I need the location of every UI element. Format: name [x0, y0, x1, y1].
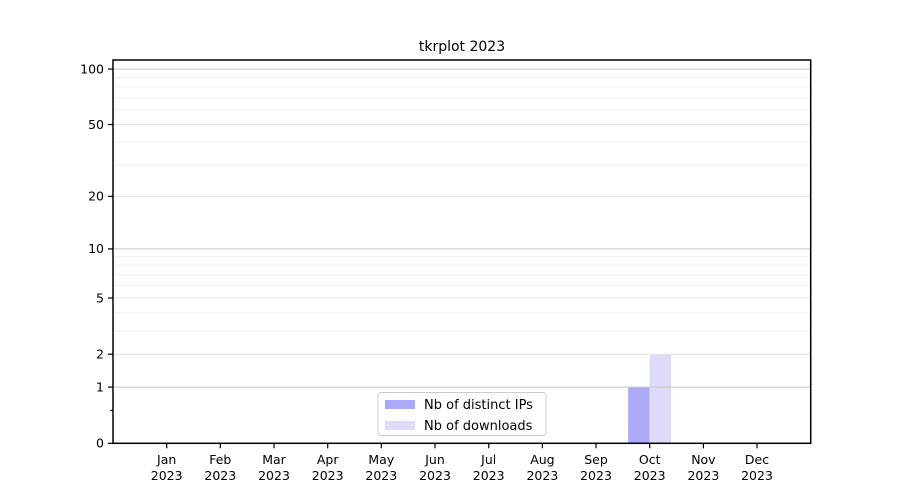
y-tick-label: 50: [88, 117, 104, 132]
legend-swatch: [385, 421, 415, 430]
legend-box: [377, 392, 547, 436]
x-tick-label-year: 2023: [312, 468, 344, 483]
gridlines-group: [113, 68, 810, 388]
y-tick-label: 1: [96, 379, 104, 394]
legend-label: Nb of downloads: [424, 419, 533, 434]
x-tick-label-month: Dec: [745, 452, 769, 467]
y-tick-label: 2: [96, 347, 104, 362]
x-tick-label-year: 2023: [526, 468, 558, 483]
x-tick-label-month: Mar: [262, 452, 286, 467]
bar-distinct-ips: [628, 387, 650, 444]
x-tick-label-year: 2023: [258, 468, 290, 483]
y-tick-label: 10: [88, 241, 104, 256]
x-tick-label-year: 2023: [151, 468, 183, 483]
legend-swatch: [385, 400, 415, 409]
x-tick-label-month: Feb: [209, 452, 231, 467]
y-axis: 0 1 2 5 10 20 50 100: [80, 61, 113, 451]
x-tick-label-year: 2023: [580, 468, 612, 483]
y-tick-label: 20: [88, 189, 104, 204]
x-tick-label-month: Apr: [317, 452, 339, 467]
legend: Nb of distinct IPs Nb of downloads: [377, 392, 547, 436]
x-tick-label-year: 2023: [687, 468, 719, 483]
frame-group: [112, 59, 812, 445]
bar-downloads: [649, 354, 672, 444]
x-tick-label-year: 2023: [634, 468, 666, 483]
x-tick-label-month: Jun: [424, 452, 445, 467]
x-tick-label-month: Oct: [639, 452, 661, 467]
y-tick-label: 5: [96, 290, 104, 305]
y-tick-label: 0: [96, 436, 104, 451]
x-tick-label-year: 2023: [741, 468, 773, 483]
x-tick-label-year: 2023: [365, 468, 397, 483]
x-axis: Jan2023Feb2023Mar2023Apr2023May2023Jun20…: [151, 443, 773, 483]
plot-frame: [112, 59, 812, 445]
x-tick-label-year: 2023: [419, 468, 451, 483]
legend-label: Nb of distinct IPs: [424, 398, 533, 413]
x-tick-label-month: Jul: [480, 452, 496, 467]
x-tick-label-month: May: [368, 452, 394, 467]
bars-group: [628, 354, 672, 444]
y-tick-label: 100: [80, 61, 104, 76]
x-tick-label-year: 2023: [204, 468, 236, 483]
x-tick-label-month: Jan: [156, 452, 176, 467]
chart-title: tkrplot 2023: [419, 39, 505, 55]
x-tick-label-year: 2023: [473, 468, 505, 483]
x-tick-label-month: Nov: [691, 452, 716, 467]
x-tick-label-month: Aug: [530, 452, 554, 467]
x-tick-label-month: Sep: [584, 452, 608, 467]
